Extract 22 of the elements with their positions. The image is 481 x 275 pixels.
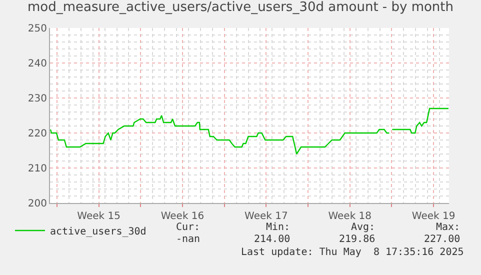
y-tick-label: 210 (28, 164, 47, 174)
y-tick-label: 200 (28, 198, 47, 210)
y-tick-label: 250 (28, 24, 47, 34)
x-tick-label: Week 18 (328, 211, 372, 222)
text: Last update: Thu May 8 17:35:16 2025 (241, 247, 464, 258)
x-tick-label: Week 19 (412, 211, 456, 222)
text: Min: (266, 222, 290, 233)
text: -nan (176, 234, 200, 245)
y-tick-label: 220 (28, 128, 47, 140)
x-tick-label: Week 16 (160, 211, 204, 222)
text: Avg: (351, 222, 376, 233)
x-tick-label: Week 15 (77, 211, 120, 222)
y-tick-label: 240 (28, 58, 47, 70)
x-tick-label: Week 17 (244, 211, 288, 222)
text: Max: (436, 222, 460, 233)
y-tick-label: 230 (28, 94, 47, 104)
text: 219.86 (339, 234, 376, 245)
text: Cur: (176, 222, 200, 233)
text: 227.00 (424, 234, 460, 245)
chart-title: mod_measure_active_users/active_users_30d amount - by month (27, 0, 454, 16)
text: 214.00 (254, 234, 290, 245)
legend-label: active_users_30d (50, 226, 146, 238)
